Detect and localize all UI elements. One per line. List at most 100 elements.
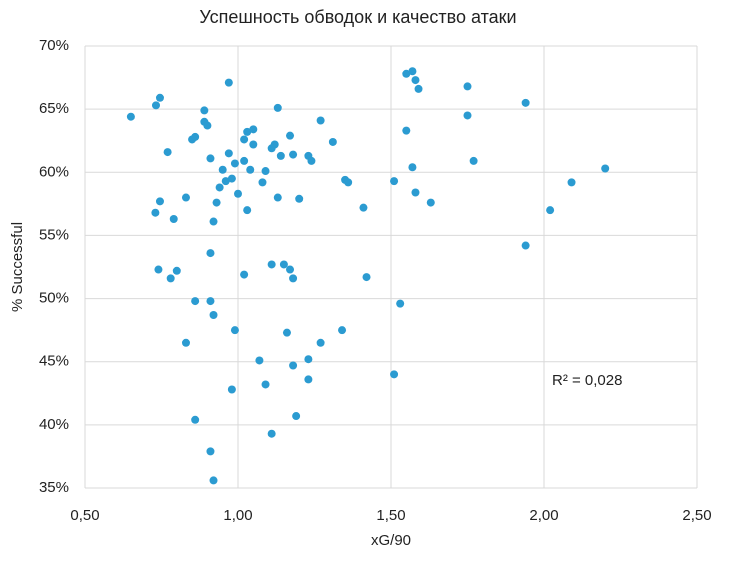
point xyxy=(411,188,420,197)
point xyxy=(155,197,164,206)
point xyxy=(234,189,242,198)
point xyxy=(155,93,164,102)
point xyxy=(126,112,135,121)
point xyxy=(151,101,160,110)
point xyxy=(240,156,249,165)
point xyxy=(463,111,472,120)
y-tick-label: 35% xyxy=(39,479,69,496)
y-tick-label: 65% xyxy=(39,100,69,117)
point xyxy=(282,328,291,337)
y-tick-label: 60% xyxy=(39,163,69,180)
point xyxy=(224,149,233,158)
point xyxy=(240,135,249,144)
point xyxy=(411,76,420,85)
point xyxy=(227,174,236,183)
point xyxy=(206,154,215,163)
point xyxy=(227,385,236,394)
point xyxy=(181,338,190,347)
point xyxy=(316,116,325,125)
point xyxy=(209,217,218,226)
point xyxy=(203,121,212,130)
point xyxy=(172,266,181,275)
point xyxy=(390,370,399,379)
point xyxy=(169,215,178,224)
point xyxy=(402,69,411,78)
point xyxy=(396,299,405,308)
point xyxy=(200,106,209,115)
point xyxy=(230,159,239,168)
x-tick-label: 2,00 xyxy=(529,507,558,524)
point xyxy=(414,84,423,93)
point xyxy=(215,183,224,192)
point xyxy=(316,338,325,347)
point xyxy=(289,274,298,283)
point xyxy=(408,163,417,172)
point xyxy=(295,194,304,203)
point xyxy=(206,447,215,456)
y-tick-label: 50% xyxy=(39,290,69,307)
point xyxy=(166,274,175,283)
point xyxy=(246,165,255,174)
point xyxy=(469,156,478,165)
point xyxy=(249,125,258,134)
point xyxy=(209,310,218,319)
point xyxy=(273,193,282,202)
point xyxy=(273,103,282,112)
point xyxy=(154,265,163,274)
point xyxy=(191,415,200,424)
point xyxy=(276,151,285,160)
x-axis-label: xG/90 xyxy=(371,532,411,549)
y-tick-label: 55% xyxy=(39,226,69,243)
x-tick-label: 2,50 xyxy=(682,507,711,524)
point xyxy=(221,177,230,186)
point xyxy=(267,260,276,269)
point xyxy=(289,150,298,159)
point xyxy=(463,82,472,91)
point xyxy=(243,127,252,136)
point xyxy=(163,148,172,157)
point xyxy=(546,206,555,215)
point xyxy=(402,126,411,135)
point xyxy=(521,98,530,107)
point xyxy=(304,355,313,364)
point xyxy=(181,193,190,202)
point xyxy=(191,297,200,306)
point xyxy=(390,177,399,186)
point xyxy=(567,178,576,187)
annotation: R² = 0,028 xyxy=(552,372,622,389)
point xyxy=(304,375,313,384)
point xyxy=(240,270,249,279)
point xyxy=(212,198,221,207)
point xyxy=(359,203,368,212)
point xyxy=(209,476,218,485)
point xyxy=(230,326,239,335)
point xyxy=(243,206,252,215)
point xyxy=(289,361,298,370)
point xyxy=(218,165,227,174)
x-tick-label: 1,50 xyxy=(376,507,405,524)
point xyxy=(292,412,301,421)
y-tick-label: 40% xyxy=(39,416,69,433)
chart-title: Успешность обводок и качество атаки xyxy=(199,7,516,27)
point xyxy=(408,67,417,76)
point xyxy=(267,144,276,153)
point xyxy=(258,178,267,187)
point xyxy=(261,380,270,389)
y-tick-label: 70% xyxy=(39,37,69,54)
point xyxy=(328,137,337,146)
point xyxy=(255,356,264,365)
point xyxy=(224,78,233,87)
point xyxy=(307,156,316,165)
point xyxy=(151,208,160,217)
point xyxy=(362,273,371,282)
point xyxy=(261,167,270,176)
x-tick-label: 0,50 xyxy=(70,507,99,524)
point xyxy=(206,249,215,258)
point xyxy=(601,164,610,173)
point xyxy=(191,132,200,141)
point xyxy=(267,429,276,438)
y-tick-label: 45% xyxy=(39,353,69,370)
point xyxy=(286,265,295,274)
point xyxy=(286,131,295,140)
